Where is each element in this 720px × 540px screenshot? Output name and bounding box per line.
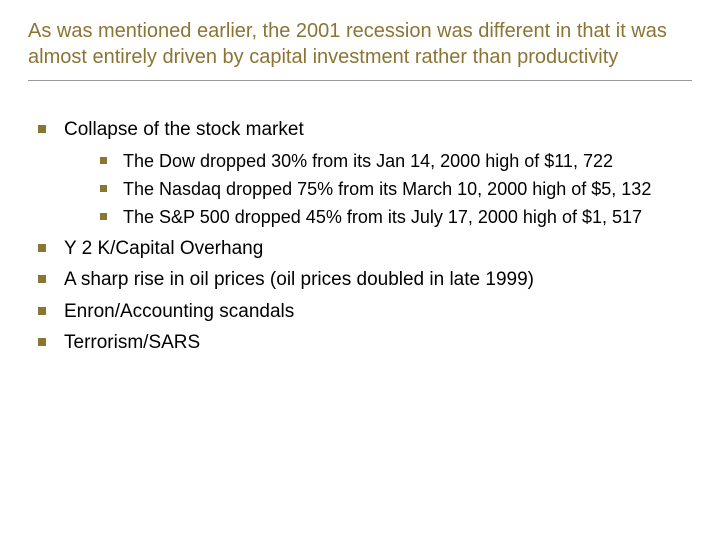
bullet-text: Terrorism/SARS — [64, 330, 200, 356]
bullet-text: The Dow dropped 30% from its Jan 14, 200… — [123, 149, 613, 173]
bullet-level2: The Dow dropped 30% from its Jan 14, 200… — [100, 149, 692, 173]
square-bullet-icon — [38, 338, 46, 346]
bullet-text: A sharp rise in oil prices (oil prices d… — [64, 267, 534, 293]
bullet-level2: The Nasdaq dropped 75% from its March 10… — [100, 177, 692, 201]
square-bullet-icon — [100, 185, 107, 192]
bullet-level1: A sharp rise in oil prices (oil prices d… — [38, 267, 692, 293]
bullet-text: The S&P 500 dropped 45% from its July 17… — [123, 205, 642, 229]
bullet-level2: The S&P 500 dropped 45% from its July 17… — [100, 205, 692, 229]
bullet-text: Enron/Accounting scandals — [64, 299, 294, 325]
bullet-level1: Enron/Accounting scandals — [38, 299, 692, 325]
square-bullet-icon — [38, 244, 46, 252]
bullet-level1: Collapse of the stock market — [38, 117, 692, 143]
slide-title: As was mentioned earlier, the 2001 reces… — [28, 18, 692, 81]
square-bullet-icon — [38, 275, 46, 283]
square-bullet-icon — [100, 157, 107, 164]
square-bullet-icon — [38, 125, 46, 133]
square-bullet-icon — [100, 213, 107, 220]
slide-body: Collapse of the stock market The Dow dro… — [28, 117, 692, 356]
bullet-text: The Nasdaq dropped 75% from its March 10… — [123, 177, 651, 201]
square-bullet-icon — [38, 307, 46, 315]
sub-bullet-group: The Dow dropped 30% from its Jan 14, 200… — [100, 149, 692, 230]
bullet-text: Y 2 K/Capital Overhang — [64, 236, 263, 262]
bullet-level1: Terrorism/SARS — [38, 330, 692, 356]
bullet-level1: Y 2 K/Capital Overhang — [38, 236, 692, 262]
bullet-text: Collapse of the stock market — [64, 117, 304, 143]
slide: As was mentioned earlier, the 2001 reces… — [0, 0, 720, 540]
